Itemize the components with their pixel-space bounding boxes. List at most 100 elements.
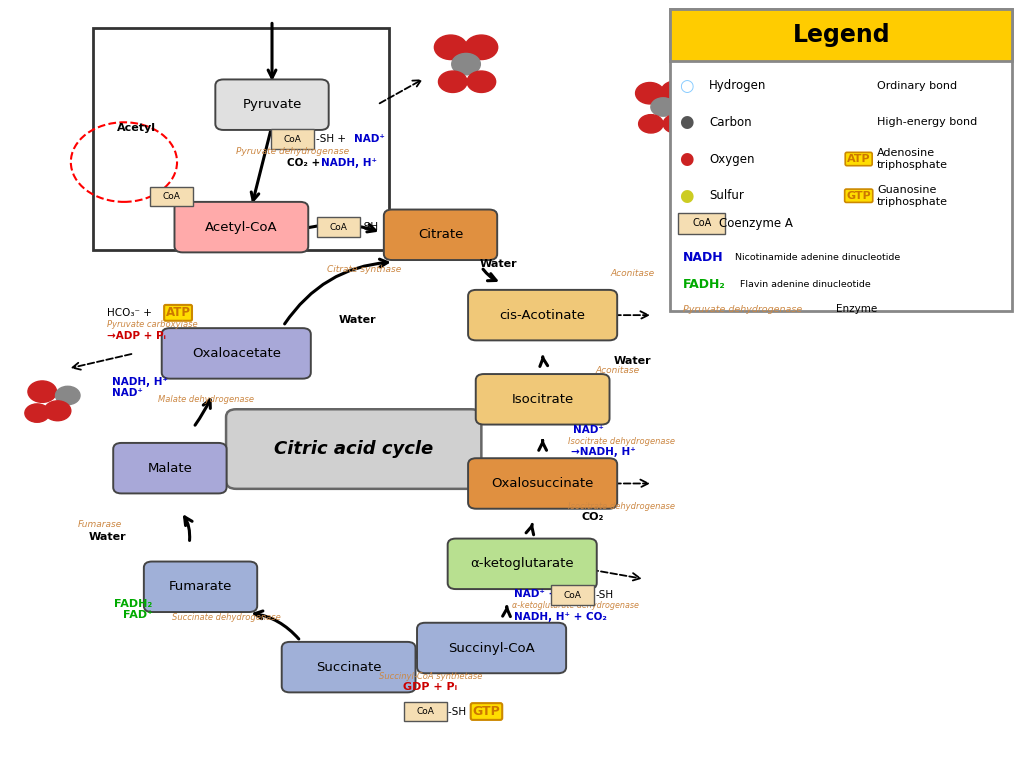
Text: CO₂ +: CO₂ +	[288, 158, 321, 168]
Text: CoA: CoA	[563, 591, 582, 600]
Text: Succinate dehydrogenase: Succinate dehydrogenase	[172, 613, 281, 622]
FancyBboxPatch shape	[215, 79, 329, 130]
Text: Water: Water	[614, 356, 651, 366]
Text: GTP: GTP	[473, 705, 501, 718]
FancyBboxPatch shape	[417, 623, 566, 674]
Text: NAD⁺: NAD⁺	[353, 134, 385, 144]
Text: Ordinary bond: Ordinary bond	[878, 81, 957, 91]
Text: Carbon: Carbon	[709, 116, 752, 129]
FancyBboxPatch shape	[468, 458, 617, 508]
Text: ○: ○	[679, 77, 694, 94]
Text: HCO₃⁻ +: HCO₃⁻ +	[106, 308, 152, 318]
Text: Isocitrate dehydrogenase: Isocitrate dehydrogenase	[568, 502, 675, 511]
Text: GTP: GTP	[846, 190, 871, 200]
Text: Acetyl: Acetyl	[117, 123, 156, 133]
Text: α-ketoglutarate: α-ketoglutarate	[470, 558, 574, 571]
FancyBboxPatch shape	[317, 217, 359, 237]
Text: NAD⁺: NAD⁺	[112, 388, 142, 398]
Text: CoA: CoA	[692, 218, 712, 228]
Text: Nicotinamide adenine dinucleotide: Nicotinamide adenine dinucleotide	[734, 253, 900, 262]
Circle shape	[25, 404, 49, 422]
Text: Pyruvate dehydrogenase: Pyruvate dehydrogenase	[236, 147, 349, 156]
Text: Succinate: Succinate	[315, 660, 381, 674]
FancyBboxPatch shape	[403, 701, 446, 721]
Text: →NADH, H⁺: →NADH, H⁺	[571, 447, 636, 457]
Text: Oxalosuccinate: Oxalosuccinate	[492, 477, 594, 490]
Text: Oxygen: Oxygen	[709, 153, 755, 166]
Text: Oxaloacetate: Oxaloacetate	[191, 347, 281, 360]
Text: CoA: CoA	[284, 134, 301, 144]
FancyBboxPatch shape	[468, 290, 617, 340]
Text: Water: Water	[338, 316, 376, 326]
FancyBboxPatch shape	[114, 443, 226, 493]
Text: NADH, H⁺: NADH, H⁺	[322, 158, 377, 168]
FancyBboxPatch shape	[384, 210, 498, 260]
Circle shape	[465, 35, 498, 60]
Text: Acetyl-CoA: Acetyl-CoA	[205, 220, 278, 233]
Text: GDP + Pᵢ: GDP + Pᵢ	[403, 682, 458, 692]
Circle shape	[28, 381, 56, 402]
Text: ATP: ATP	[166, 306, 190, 319]
Circle shape	[662, 81, 690, 102]
Text: FAD⁺: FAD⁺	[123, 610, 153, 620]
Circle shape	[438, 71, 467, 92]
Text: Aconitase: Aconitase	[610, 269, 654, 277]
Text: -SH: -SH	[596, 590, 613, 601]
Text: CoA: CoA	[330, 223, 347, 232]
Text: -SH: -SH	[360, 222, 379, 232]
Text: -SH +: -SH +	[316, 134, 349, 144]
Text: FADH₂: FADH₂	[115, 598, 153, 608]
FancyBboxPatch shape	[151, 187, 194, 207]
Text: Hydrogen: Hydrogen	[709, 79, 767, 92]
Text: cis-Acotinate: cis-Acotinate	[500, 309, 586, 322]
Circle shape	[452, 54, 480, 74]
FancyBboxPatch shape	[671, 9, 1013, 311]
Circle shape	[636, 82, 665, 104]
Text: CoA: CoA	[163, 192, 181, 201]
Text: NADH, H⁺: NADH, H⁺	[112, 377, 168, 387]
Text: Coenzyme A: Coenzyme A	[719, 217, 794, 230]
Text: CO₂: CO₂	[582, 512, 604, 522]
Text: High-energy bond: High-energy bond	[878, 118, 977, 127]
Text: Flavin adenine dinucleotide: Flavin adenine dinucleotide	[739, 280, 870, 289]
Text: Enzyme: Enzyme	[836, 304, 877, 314]
Text: Pyruvate dehydrogenase: Pyruvate dehydrogenase	[683, 304, 802, 313]
FancyBboxPatch shape	[226, 409, 481, 489]
FancyBboxPatch shape	[271, 129, 314, 149]
Text: →ADP + Pᵢ: →ADP + Pᵢ	[106, 331, 166, 341]
Text: Fumarate: Fumarate	[169, 581, 232, 594]
Text: Succinyl-CoA synthetase: Succinyl-CoA synthetase	[379, 672, 482, 680]
Text: Fumarase: Fumarase	[78, 520, 122, 529]
Text: Malate dehydrogenase: Malate dehydrogenase	[158, 395, 254, 404]
Text: Pyruvate: Pyruvate	[243, 98, 302, 111]
FancyBboxPatch shape	[447, 538, 597, 589]
Circle shape	[434, 35, 467, 60]
FancyBboxPatch shape	[143, 561, 257, 612]
Text: -SH +: -SH +	[447, 707, 477, 717]
Text: Isocitrate: Isocitrate	[512, 392, 573, 406]
Text: Malate: Malate	[147, 462, 193, 475]
Text: Legend: Legend	[793, 23, 890, 47]
Text: NAD⁺: NAD⁺	[573, 425, 604, 435]
Text: Guanosine
triphosphate: Guanosine triphosphate	[878, 185, 948, 207]
FancyBboxPatch shape	[174, 202, 308, 253]
Circle shape	[55, 386, 80, 405]
Circle shape	[639, 114, 664, 133]
Text: ●: ●	[679, 187, 694, 205]
Text: FADH₂: FADH₂	[683, 278, 725, 291]
Text: Adenosine
triphosphate: Adenosine triphosphate	[878, 148, 948, 170]
FancyBboxPatch shape	[551, 585, 594, 605]
Text: Water: Water	[479, 259, 517, 269]
Text: NADH: NADH	[683, 251, 723, 264]
FancyBboxPatch shape	[282, 642, 416, 693]
Text: Citrate: Citrate	[418, 228, 463, 241]
Circle shape	[44, 401, 71, 421]
Text: Water: Water	[88, 532, 126, 542]
Text: ●: ●	[679, 150, 694, 168]
Text: Sulfur: Sulfur	[709, 189, 744, 202]
Text: Succinyl-CoA: Succinyl-CoA	[449, 641, 535, 654]
Text: α-ketoglutarate dehydrogenase: α-ketoglutarate dehydrogenase	[512, 601, 639, 611]
Text: NAD⁺ +: NAD⁺ +	[514, 588, 557, 599]
Text: Aconitase: Aconitase	[596, 366, 640, 376]
FancyBboxPatch shape	[476, 374, 609, 425]
